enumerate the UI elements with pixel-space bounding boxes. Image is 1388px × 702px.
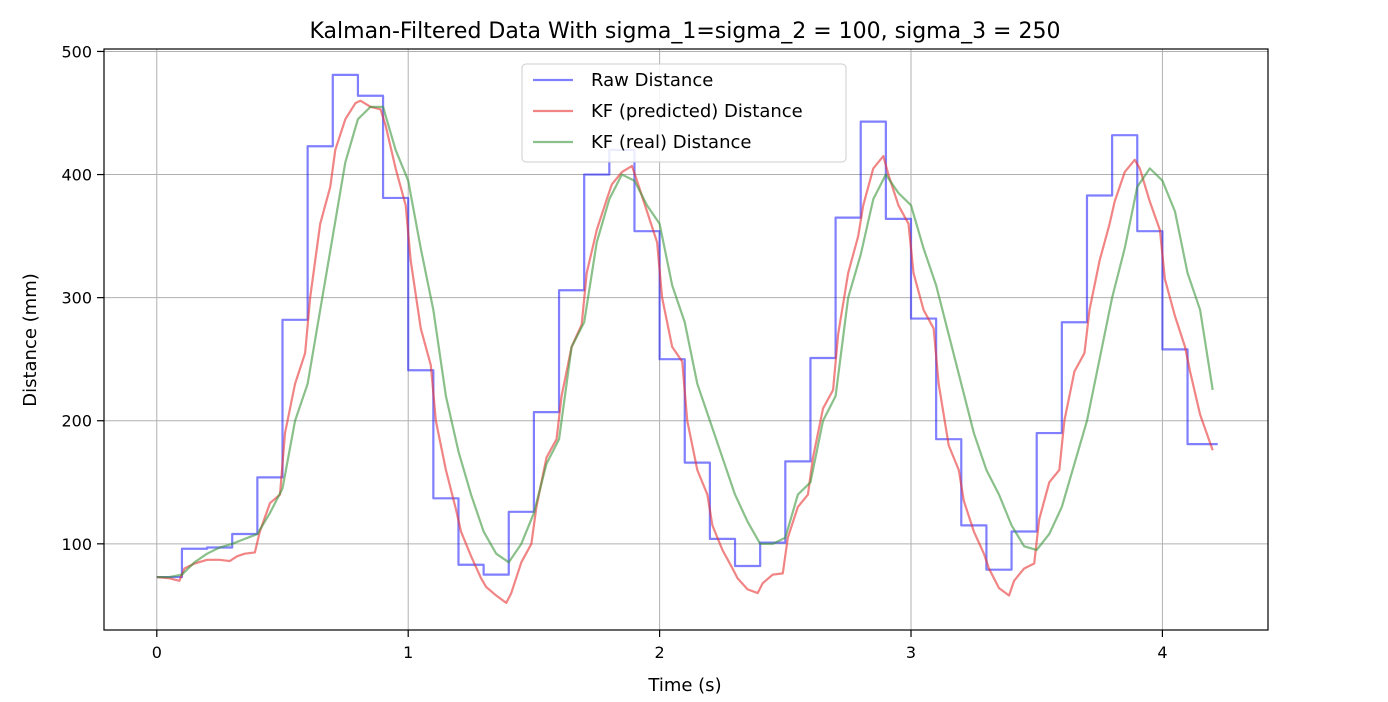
- x-tick-label: 0: [152, 643, 162, 662]
- legend-label-raw-distance: Raw Distance: [591, 70, 713, 91]
- legend: Raw Distance KF (predicted) Distance KF …: [521, 63, 847, 163]
- x-tick-label: 1: [403, 643, 413, 662]
- y-tick-label: 200: [61, 412, 92, 431]
- y-tick-label: 100: [61, 535, 92, 554]
- chart-title: Kalman-Filtered Data With sigma_1=sigma_…: [310, 19, 1061, 44]
- y-tick-label: 400: [61, 166, 92, 185]
- legend-label-kf-predicted: KF (predicted) Distance: [591, 101, 803, 122]
- ticks: 0 1 2 3 4 100 200 300 400 500: [61, 42, 1167, 662]
- x-tick-label: 4: [1157, 643, 1167, 662]
- series-line-raw-distance: [156, 73, 1218, 579]
- plot-frame: [103, 48, 1269, 631]
- legend-label-kf-real: KF (real) Distance: [591, 132, 751, 153]
- series-group: [156, 73, 1218, 605]
- x-tick-label: 3: [906, 643, 916, 662]
- y-tick-label: 500: [61, 42, 92, 61]
- y-tick-label: 300: [61, 289, 92, 308]
- legend-box: [521, 63, 847, 163]
- y-axis-title: Distance (mm): [20, 273, 41, 407]
- x-axis-title: Time (s): [647, 675, 721, 696]
- series-line-kf-real-distance: [156, 105, 1214, 579]
- x-tick-label: 2: [655, 643, 665, 662]
